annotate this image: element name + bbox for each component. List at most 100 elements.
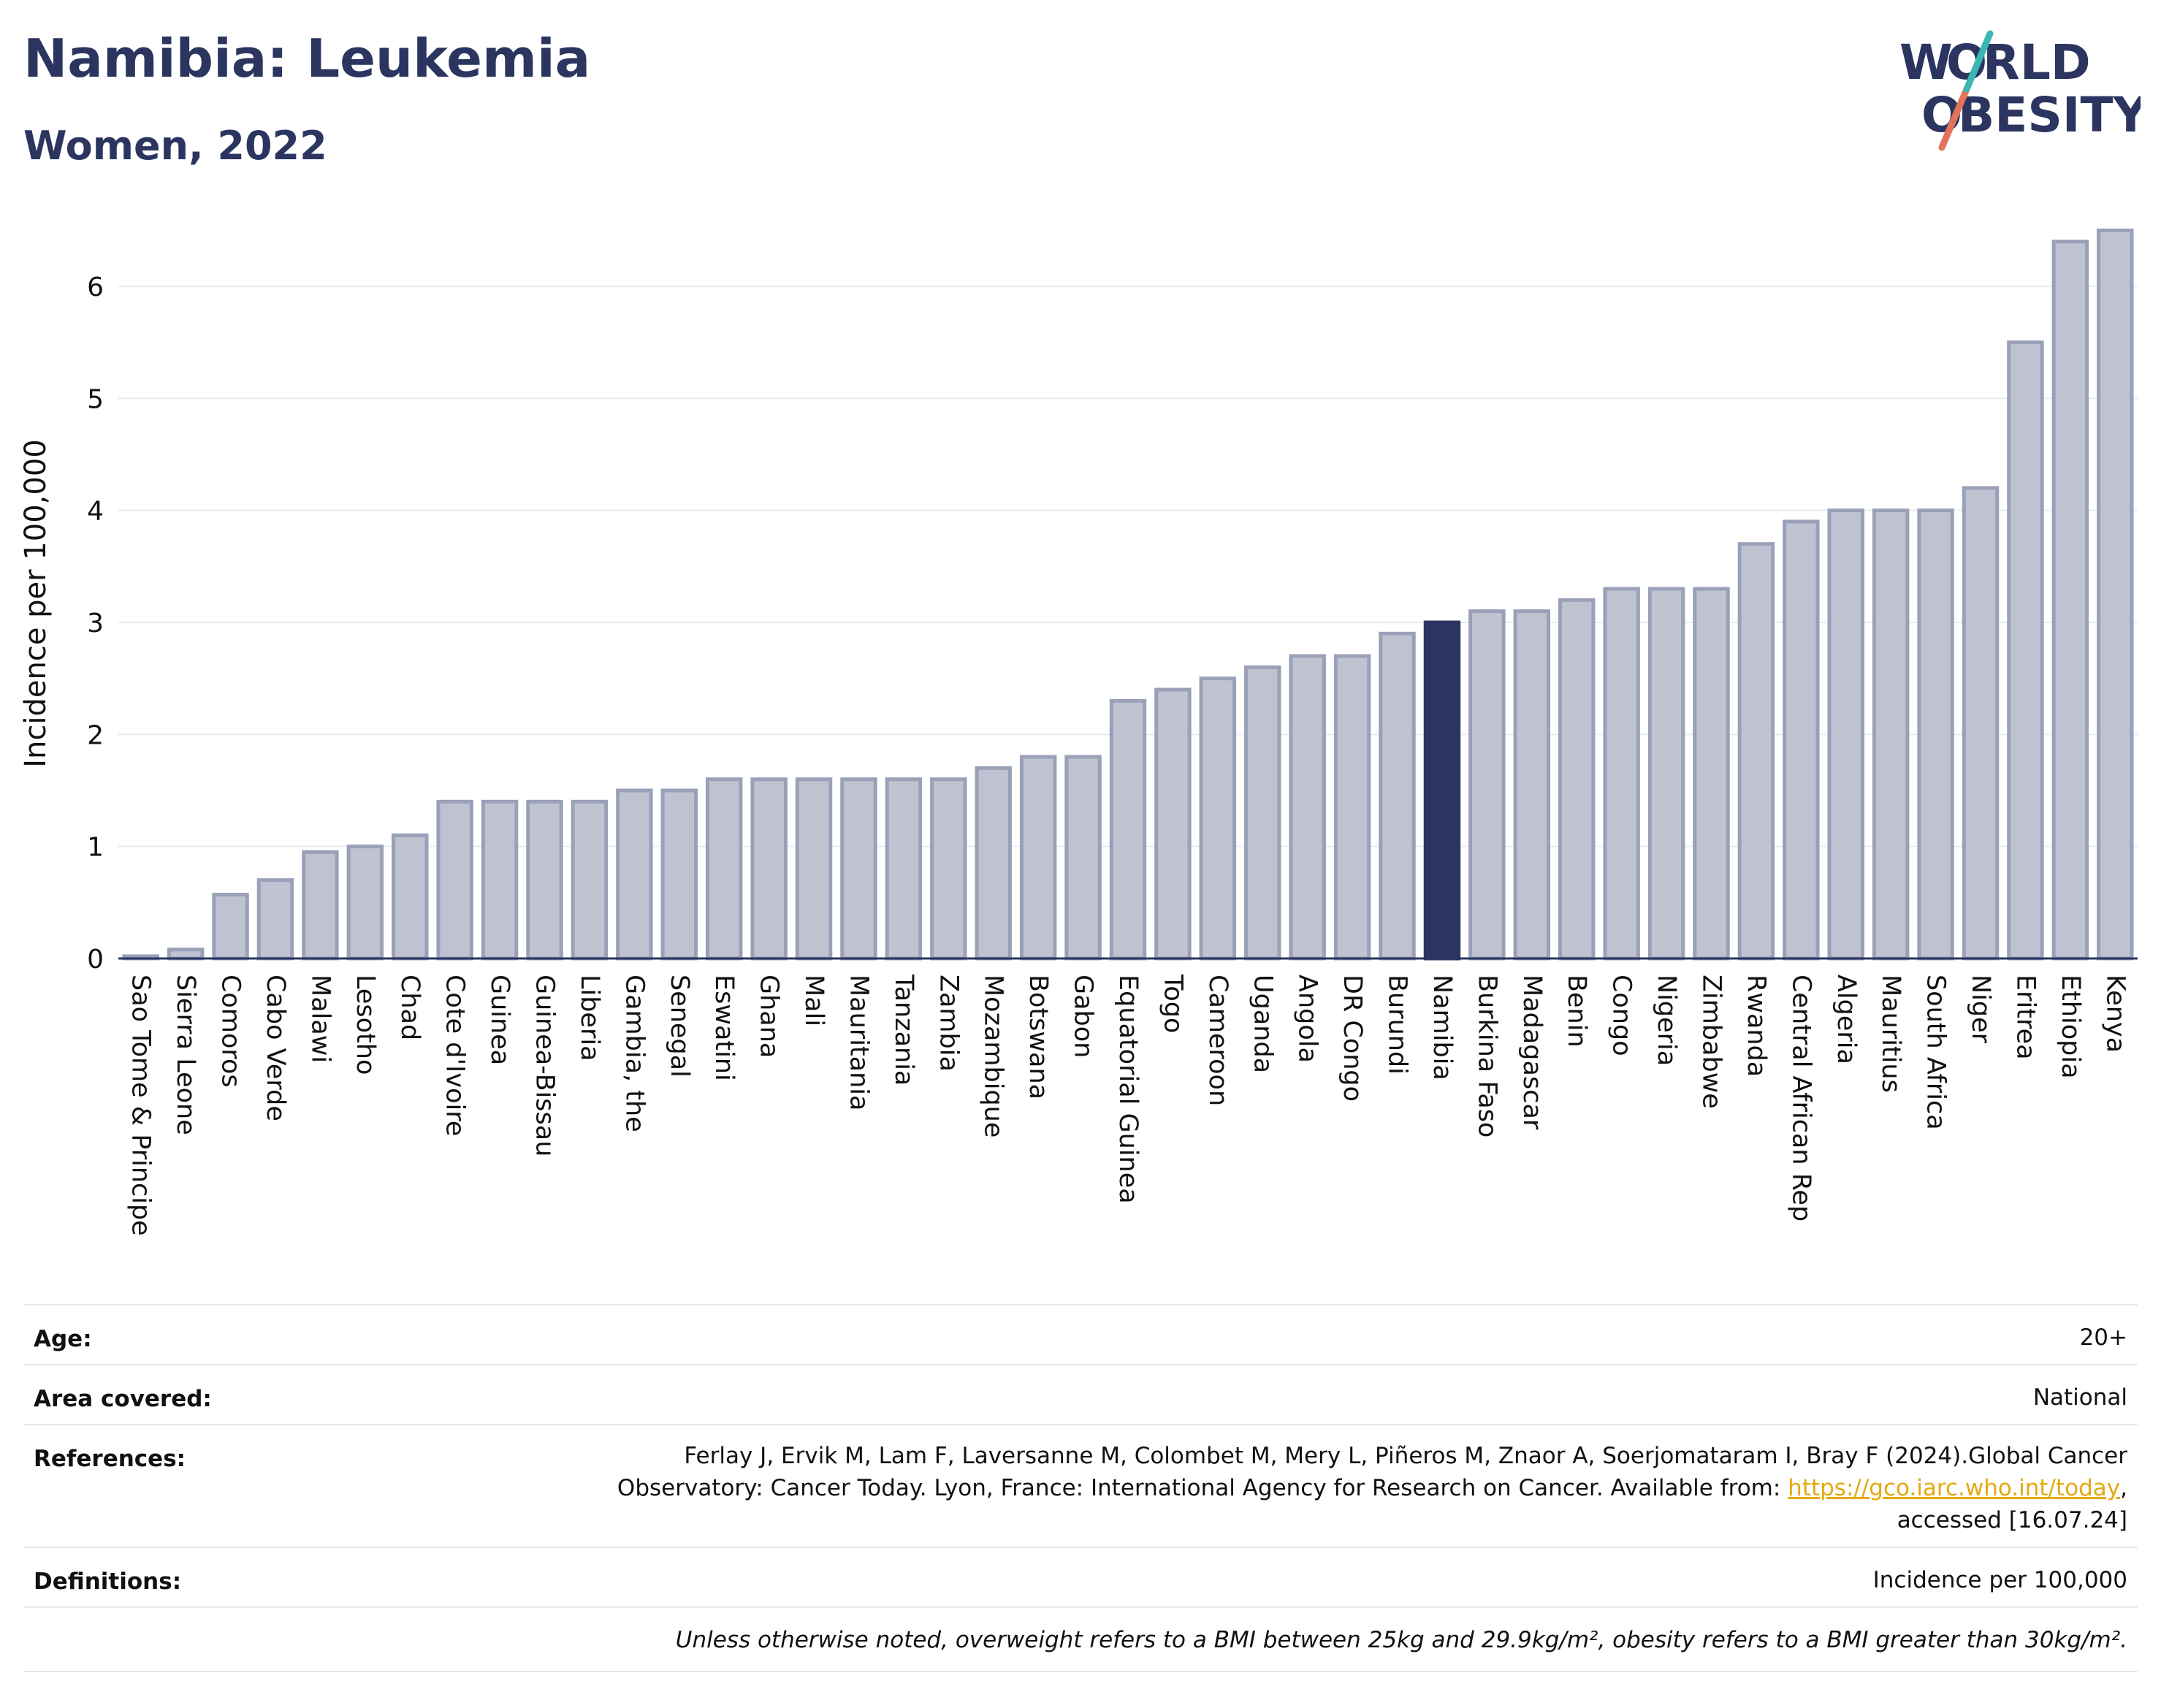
area-label: Area covered: <box>34 1386 212 1412</box>
bar-mauritania <box>840 777 877 961</box>
x-tick-label: Gabon <box>1069 975 1098 1058</box>
bar-guinea <box>481 799 519 961</box>
x-tick-label: Kenya <box>2100 975 2130 1053</box>
bar-south-africa <box>1917 508 1954 961</box>
bar-central-african-rep <box>1783 519 1820 961</box>
bar-cote-d-ivoire <box>436 799 473 961</box>
bar-liberia <box>571 799 609 961</box>
age-label: Age: <box>34 1326 92 1352</box>
age-value: 20+ <box>2079 1324 2127 1351</box>
x-tick-label: Zambia <box>934 975 963 1072</box>
x-tick-label: Congo <box>1607 975 1636 1056</box>
y-tick-label: 2 <box>87 720 104 750</box>
x-tick-label: Rwanda <box>1742 975 1771 1077</box>
references-line-1: Ferlay J, Ervik M, Lam F, Laversanne M, … <box>684 1443 2127 1469</box>
world-obesity-logo: W O RLD O BESITY <box>1899 30 2141 151</box>
meta-row-definitions: Definitions: Incidence per 100,000 <box>23 1547 2138 1608</box>
bar-uganda <box>1244 665 1281 961</box>
bar-ethiopia <box>2051 240 2089 961</box>
x-tick-label: Eswatini <box>709 975 739 1081</box>
area-value: National <box>2032 1384 2127 1411</box>
meta-row-age: Age: 20+ <box>23 1304 2138 1365</box>
bar-burkina-faso <box>1468 609 1506 961</box>
meta-row-note: Unless otherwise noted, overweight refer… <box>23 1606 2138 1672</box>
y-axis-label: Incidence per 100,000 <box>19 439 53 768</box>
y-tick-label: 3 <box>87 609 104 638</box>
x-tick-label: Niger <box>1966 975 1995 1044</box>
meta-row-references: References: Ferlay J, Ervik M, Lam F, La… <box>23 1424 2138 1548</box>
bar-kenya <box>2097 228 2134 961</box>
bar-zimbabwe <box>1693 587 1730 961</box>
page-subtitle: Women, 2022 <box>23 123 327 169</box>
x-tick-label: Algeria <box>1832 975 1861 1064</box>
bar-guinea-bissau <box>526 799 563 961</box>
bar-malawi <box>302 850 339 961</box>
bar-rwanda <box>1737 542 1775 961</box>
x-tick-label: Zimbabwe <box>1696 975 1726 1109</box>
bar-burundi <box>1379 631 1416 961</box>
bar-togo <box>1154 687 1192 961</box>
x-tick-label: Togo <box>1158 974 1187 1033</box>
bar-mali <box>795 777 833 961</box>
bar-eswatini <box>705 777 743 961</box>
y-tick-label: 1 <box>87 833 104 863</box>
meta-row-area: Area covered: National <box>23 1364 2138 1425</box>
bar-mozambique <box>975 766 1012 961</box>
bar-senegal <box>660 788 698 961</box>
x-tick-label: Lesotho <box>351 975 380 1075</box>
x-tick-label: Sierra Leone <box>171 975 200 1135</box>
x-tick-label: Madagascar <box>1517 975 1547 1130</box>
bar-mauritius <box>1872 508 1910 961</box>
bar-madagascar <box>1513 609 1551 961</box>
x-tick-label: Guinea <box>485 975 514 1065</box>
definitions-value: Incidence per 100,000 <box>1872 1567 2127 1593</box>
x-tick-label: Equatorial Guinea <box>1113 975 1143 1204</box>
x-tick-label: Malawi <box>305 975 335 1063</box>
x-tick-label: Mauritania <box>844 975 873 1110</box>
references-line-3: accessed [16.07.24] <box>1897 1507 2127 1533</box>
bar-chart: 0 1 2 3 4 5 6 Sao Tome & Principe Sierra Leone C… <box>19 228 2138 1236</box>
x-tick-label: Guinea-Bissau <box>530 975 560 1156</box>
x-tick-label: Eritrea <box>2011 975 2040 1060</box>
x-tick-label: Ethiopia <box>2056 975 2085 1079</box>
page-title: Namibia: Leukemia <box>23 28 591 89</box>
x-tick-label: Mauritius <box>1876 975 1905 1093</box>
x-tick-label: Chad <box>395 975 424 1040</box>
references-line-2-text: Observatory: Cancer Today. Lyon, France:… <box>617 1475 1788 1501</box>
bar-benin <box>1558 598 1596 961</box>
bar-dr-congo <box>1333 654 1371 961</box>
x-tick-label: Liberia <box>575 975 604 1061</box>
definitions-label: Definitions: <box>34 1568 182 1595</box>
bar-chad <box>392 833 429 961</box>
bar-sierra-leone <box>167 948 205 961</box>
bar-cabo-verde <box>256 878 294 961</box>
bar-eritrea <box>2007 340 2044 961</box>
x-tick-label: Mozambique <box>979 975 1008 1137</box>
bar-tanzania <box>885 777 923 961</box>
bar-namibia <box>1423 620 1461 961</box>
x-tick-label: DR Congo <box>1338 975 1367 1102</box>
x-tick-label: Central African Rep <box>1786 975 1815 1221</box>
bar-cameroon <box>1199 676 1237 961</box>
x-tick-label: Nigeria <box>1652 975 1681 1066</box>
y-tick-label: 0 <box>87 945 104 975</box>
references-label: References: <box>34 1446 186 1472</box>
y-tick-label: 4 <box>87 497 104 527</box>
svg-text:W: W <box>1899 34 1953 91</box>
x-tick-label: Tanzania <box>889 974 918 1086</box>
bar-comoros <box>212 893 249 961</box>
bar-equatorial-guinea <box>1109 698 1147 961</box>
x-tick-label: Uganda <box>1248 975 1277 1073</box>
x-tick-label: South Africa <box>1921 975 1951 1130</box>
y-axis-ticks: 0 1 2 3 4 5 6 <box>87 272 104 975</box>
bar-niger <box>1962 486 2000 961</box>
bar-zambia <box>930 777 967 961</box>
bars <box>122 228 2134 961</box>
bar-botswana <box>1019 755 1057 961</box>
references-link[interactable]: https://gco.iarc.who.int/today <box>1788 1475 2121 1501</box>
svg-text:RLD: RLD <box>1983 34 2091 91</box>
bar-angola <box>1289 654 1326 961</box>
x-tick-label: Benin <box>1562 975 1591 1048</box>
references-value: Ferlay J, Ervik M, Lam F, Laversanne M, … <box>617 1440 2127 1536</box>
x-tick-label: Mali <box>799 975 828 1026</box>
